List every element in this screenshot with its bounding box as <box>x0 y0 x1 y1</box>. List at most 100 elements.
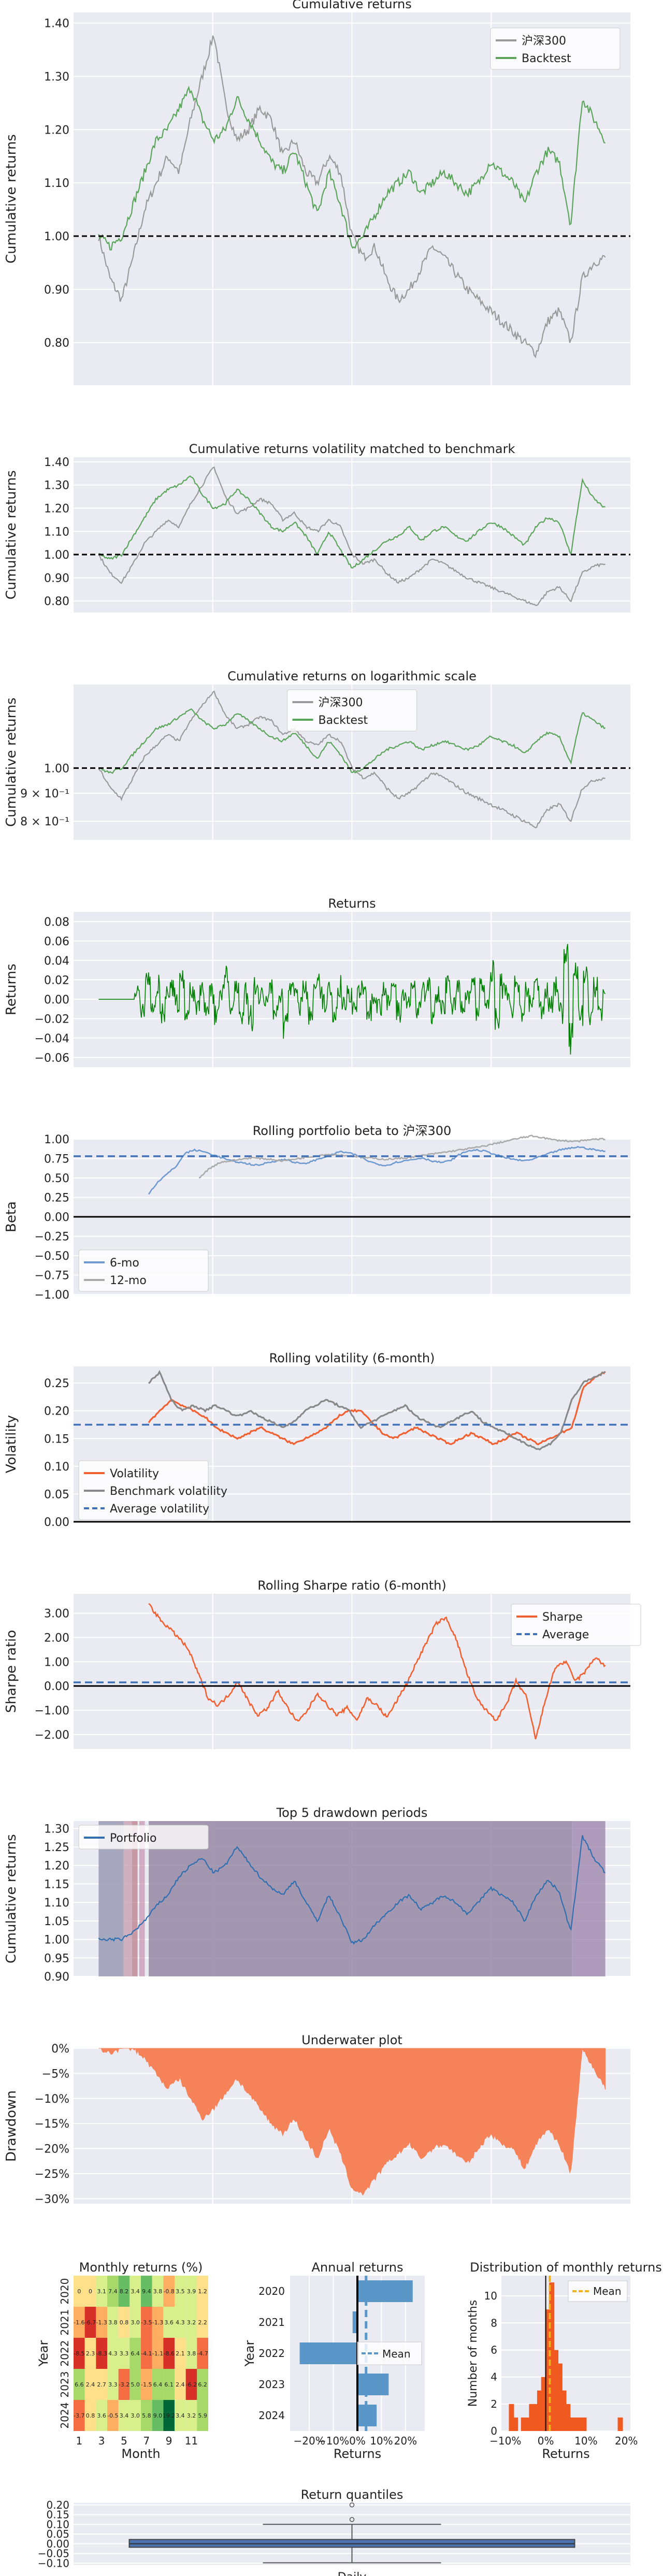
y-tick-label: 2023 <box>59 2371 71 2398</box>
hist-bar <box>553 2350 559 2431</box>
x-axis-label: Daily <box>338 2571 367 2576</box>
series-vol <box>148 1371 606 1446</box>
legend-entry-1: 12-mo <box>110 1274 147 1287</box>
y-tick-label: 8 <box>491 2317 497 2329</box>
heatmap-cell <box>141 2338 152 2369</box>
heatmap-cell-label: 19.2 <box>163 2412 176 2419</box>
y-tick-label: 1.05 <box>44 1915 69 1928</box>
heatmap-cell <box>185 2307 197 2338</box>
y-tick-label: 0.90 <box>44 572 69 585</box>
heatmap-cell <box>141 2307 152 2338</box>
y-tick-label: 0.95 <box>44 1952 69 1965</box>
y-tick-label: 0.90 <box>44 1971 69 1984</box>
heatmap-cell <box>175 2369 186 2400</box>
heatmap-cell-label: -4.1 <box>141 2350 152 2357</box>
series-benchmark <box>98 466 606 606</box>
y-tick-label: 0.20 <box>44 1405 69 1418</box>
flier-point <box>349 2517 355 2522</box>
heatmap-cell-label: -3.7 <box>74 2412 84 2419</box>
heatmap-cell <box>96 2276 107 2307</box>
heatmap-cell-label: 4.3 <box>108 2350 118 2357</box>
heatmap-cell <box>107 2307 119 2338</box>
y-tick-label: 0.90 <box>44 284 69 297</box>
heatmap-cell-label: 3.9 <box>187 2288 196 2295</box>
x-tick-label: 5 <box>121 2435 127 2447</box>
chart-title: Rolling Sharpe ratio (6-month) <box>257 1578 446 1593</box>
y-tick-label: 0.25 <box>44 1377 69 1390</box>
y-tick-label: 1.00 <box>44 762 69 775</box>
legend-entry-2: Average volatility <box>110 1503 209 1516</box>
heatmap-cell-label: 3.6 <box>164 2319 174 2326</box>
heatmap-cell-label: 2.7 <box>97 2381 106 2388</box>
x-axis-label: Returns <box>334 2447 381 2461</box>
y-tick-label: 1.10 <box>44 177 69 190</box>
y-tick-label: 1.10 <box>44 1897 69 1910</box>
heatmap-cell <box>74 2369 85 2400</box>
chart-title: Underwater plot <box>301 2033 402 2047</box>
heatmap-cell <box>185 2369 197 2400</box>
hist-bar <box>565 2404 571 2431</box>
heatmap-cell <box>129 2369 141 2400</box>
x-tick-label: 10% <box>370 2435 393 2447</box>
heatmap-cell-label: -0.8 <box>163 2288 174 2295</box>
heatmap-cell <box>107 2369 119 2400</box>
y-tick-label: 0.25 <box>44 1192 69 1205</box>
y-tick-label: −0.10 <box>38 2557 69 2569</box>
heatmap-cell-label: -1.3 <box>152 2319 163 2326</box>
heatmap-cell <box>107 2276 119 2307</box>
series-returns <box>98 944 606 1055</box>
hist-bar <box>573 2417 579 2431</box>
y-tick-label: 1.30 <box>44 479 69 492</box>
legend-entry-1: Benchmark volatility <box>110 1485 227 1498</box>
heatmap-cell-label: -8.3 <box>96 2350 107 2357</box>
heatmap-cell-label: -6.7 <box>85 2319 96 2326</box>
heatmap-cell-label: 3.4 <box>131 2288 140 2295</box>
heatmap-cell <box>152 2338 164 2369</box>
hist-bar <box>533 2404 539 2431</box>
y-tick-label: 1.25 <box>44 1841 69 1854</box>
heatmap-cell-label: -8.6 <box>163 2350 174 2357</box>
heatmap-cell <box>152 2276 164 2307</box>
y-tick-label: 0.50 <box>44 1172 69 1185</box>
hist-bar <box>549 2282 555 2431</box>
y-tick-label: −10% <box>35 2093 69 2106</box>
y-tick-label: −25% <box>35 2168 69 2181</box>
heatmap-cell-label: 4.3 <box>176 2319 185 2326</box>
hist-bar <box>541 2377 546 2431</box>
legend-box <box>568 2280 628 2302</box>
x-tick-label: 11 <box>185 2435 198 2447</box>
y-tick-label: 0.00 <box>46 2538 69 2550</box>
x-tick-label: 0% <box>538 2435 554 2447</box>
hist-bar <box>557 2363 563 2431</box>
hist-bar <box>529 2404 535 2431</box>
heatmap-cell <box>129 2338 141 2369</box>
chart-title: Cumulative returns <box>292 0 412 11</box>
chart-12: Return quantiles−0.10−0.050.000.050.100.… <box>38 2487 630 2576</box>
y-tick-label: 8 × 10⁻¹ <box>20 816 69 828</box>
heatmap-cell <box>84 2338 96 2369</box>
y-axis-label: Cumulative returns <box>4 697 19 827</box>
chart-6: Rolling Sharpe ratio (6-month) −2.00 −1.00… <box>4 1578 641 1749</box>
heatmap-cell-label: -0.5 <box>107 2412 118 2419</box>
hist-bar <box>617 2417 623 2431</box>
heatmap-cell-label: 2.4 <box>86 2381 95 2388</box>
heatmap-cell-label: 3.4 <box>176 2412 185 2419</box>
y-tick-label: 9 × 10⁻¹ <box>20 788 69 801</box>
heatmap-cell <box>197 2369 208 2400</box>
y-tick-label: −0.25 <box>35 1231 69 1244</box>
legend-entry-0: 沪深300 <box>319 696 363 709</box>
y-tick-label: 0.00 <box>44 1516 69 1529</box>
y-tick-label: −0.75 <box>35 1270 69 1283</box>
chart-10: Annual returns −20%−10% 0% 10% 20% 2020 2021 20… <box>242 2260 425 2461</box>
y-tick-label: 1.40 <box>44 456 69 469</box>
heatmap-cell-label: 3.5 <box>176 2288 185 2295</box>
y-tick-label: 1.20 <box>44 1860 69 1873</box>
hist-bar <box>577 2417 583 2431</box>
chart-title: Rolling portfolio beta to 沪深300 <box>253 1124 452 1138</box>
heatmap-cell-label: -1.6 <box>74 2319 84 2326</box>
hist-bar <box>521 2417 526 2431</box>
heatmap-cell <box>74 2338 85 2369</box>
heatmap-cell <box>96 2307 107 2338</box>
series-backtest <box>98 708 606 774</box>
heatmap-cell-label: -1.3 <box>96 2319 107 2326</box>
